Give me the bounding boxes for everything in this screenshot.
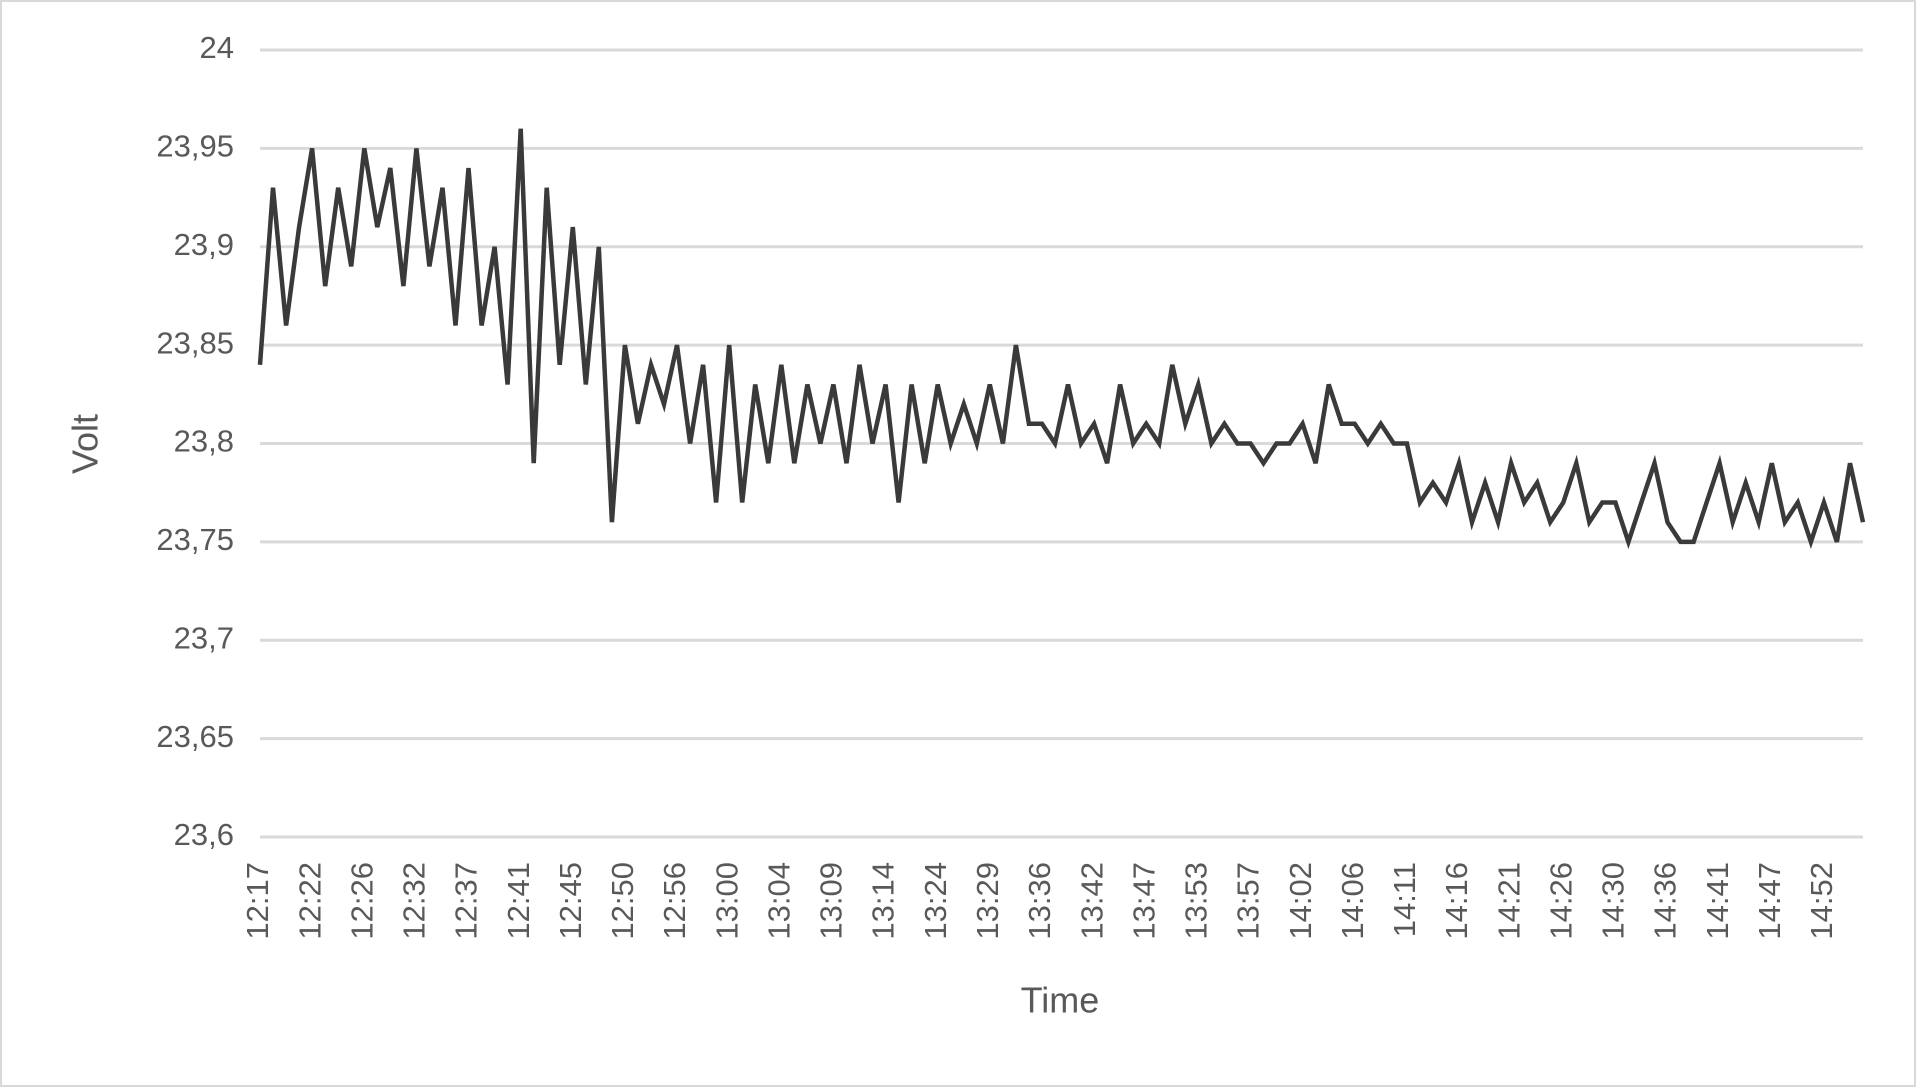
x-tick-label: 13:47 <box>1126 862 1161 940</box>
y-tick-label: 23,65 <box>156 719 234 754</box>
x-tick-label: 12:26 <box>344 862 379 940</box>
x-tick-label: 14:30 <box>1596 862 1631 940</box>
x-tick-label: 12:50 <box>605 862 640 940</box>
y-tick-label: 23,7 <box>174 620 234 655</box>
y-tick-label: 23,8 <box>174 424 234 459</box>
x-tick-label: 14:06 <box>1335 862 1370 940</box>
x-axis-title: Time <box>1021 980 1100 1021</box>
y-tick-label: 24 <box>200 30 234 65</box>
x-tick-label: 12:56 <box>657 862 692 940</box>
x-tick-label: 13:04 <box>761 862 796 940</box>
x-tick-label: 13:00 <box>709 862 744 940</box>
x-tick-label: 14:52 <box>1804 862 1839 940</box>
data-line <box>257 128 1866 550</box>
x-tick-label: 13:29 <box>970 862 1005 940</box>
x-tick-label: 14:26 <box>1543 862 1578 940</box>
x-tick-label: 12:37 <box>449 862 484 940</box>
x-tick-label: 12:22 <box>292 862 327 940</box>
x-tick-label: 14:41 <box>1700 862 1735 940</box>
x-tick-label: 12:17 <box>240 862 275 940</box>
x-tick-label: 13:36 <box>1022 862 1057 940</box>
x-tick-label: 14:11 <box>1387 862 1422 937</box>
y-tick-label: 23,95 <box>156 129 234 164</box>
y-tick-label: 23,9 <box>174 227 234 262</box>
x-tick-label: 12:41 <box>501 862 536 940</box>
y-axis-title: Volt <box>65 414 106 474</box>
x-tick-label: 13:42 <box>1074 862 1109 940</box>
y-tick-label: 23,85 <box>156 325 234 360</box>
x-tick-label: 14:16 <box>1439 862 1474 940</box>
x-tick-label: 12:45 <box>553 862 588 940</box>
x-tick-label: 13:09 <box>814 862 849 940</box>
y-tick-label: 23,75 <box>156 522 234 557</box>
x-tick-label: 12:32 <box>397 862 432 940</box>
x-tick-label: 13:57 <box>1231 862 1266 940</box>
x-tick-label: 14:21 <box>1491 862 1526 940</box>
x-tick-label: 13:14 <box>866 862 901 940</box>
x-tick-label: 14:36 <box>1648 862 1683 940</box>
y-tick-label: 23,6 <box>174 817 234 852</box>
x-tick-label: 14:02 <box>1283 862 1318 940</box>
x-tick-label: 13:24 <box>918 862 953 940</box>
x-tick-label: 13:53 <box>1179 862 1214 940</box>
x-tick-label: 14:47 <box>1752 862 1787 940</box>
